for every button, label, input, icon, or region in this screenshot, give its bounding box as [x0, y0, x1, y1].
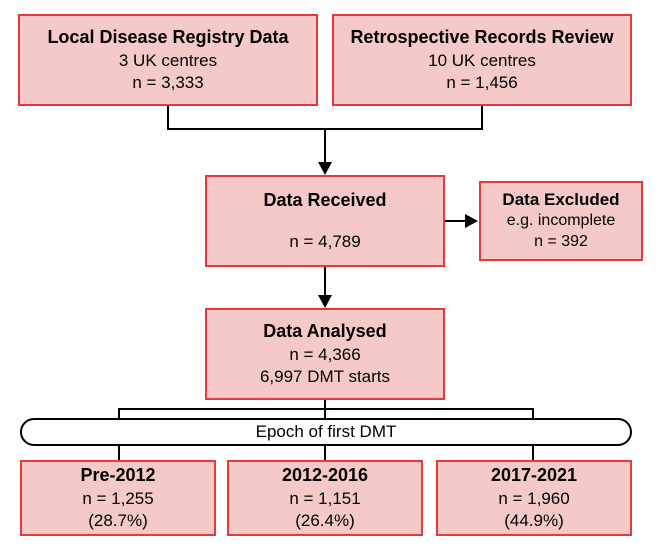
records-line1: 10 UK centres — [428, 50, 536, 72]
box-records: Retrospective Records Review 10 UK centr… — [332, 14, 632, 106]
box-registry: Local Disease Registry Data 3 UK centres… — [18, 14, 318, 106]
registry-line1: 3 UK centres — [119, 50, 217, 72]
excluded-line2: n = 392 — [534, 232, 588, 253]
box-2012-2016: 2012-2016 n = 1,151 (26.4%) — [227, 460, 423, 536]
box-pre2012: Pre-2012 n = 1,255 (28.7%) — [20, 460, 216, 536]
box-2017-2021: 2017-2021 n = 1,960 (44.9%) — [436, 460, 632, 536]
box-received: Data Received n = 4,789 — [205, 175, 445, 267]
conn-ep-left — [118, 446, 120, 460]
conn-registry-down — [167, 106, 169, 130]
arrow-into-excluded — [465, 214, 479, 228]
registry-line2: n = 3,333 — [132, 72, 203, 94]
pre2012-n: n = 1,255 — [82, 488, 153, 510]
excluded-line1: e.g. incomplete — [507, 211, 616, 232]
analysed-title: Data Analysed — [263, 320, 386, 343]
pre2012-pct: (28.7%) — [88, 510, 148, 532]
excluded-title: Data Excluded — [502, 189, 619, 211]
late-n: n = 1,960 — [498, 488, 569, 510]
arrow-into-analysed — [318, 295, 332, 309]
pre2012-title: Pre-2012 — [80, 464, 155, 487]
conn-fork-right — [532, 408, 534, 418]
epoch-label: Epoch of first DMT — [256, 421, 397, 443]
records-line2: n = 1,456 — [446, 72, 517, 94]
arrow-into-received — [318, 162, 332, 176]
box-excluded: Data Excluded e.g. incomplete n = 392 — [479, 181, 643, 261]
conn-recv-anal — [324, 267, 326, 297]
conn-merge-down — [324, 128, 326, 164]
conn-ep-right — [532, 446, 534, 460]
conn-fork-horiz — [118, 408, 534, 410]
mid-n: n = 1,151 — [289, 488, 360, 510]
analysed-line2: 6,997 DMT starts — [260, 366, 390, 388]
conn-records-down — [481, 106, 483, 130]
epoch-bar: Epoch of first DMT — [20, 418, 632, 446]
conn-recv-excl — [445, 220, 467, 222]
analysed-line1: n = 4,366 — [289, 344, 360, 366]
conn-ep-mid — [324, 446, 326, 460]
conn-fork-left — [118, 408, 120, 418]
records-title: Retrospective Records Review — [350, 26, 613, 49]
mid-pct: (26.4%) — [295, 510, 355, 532]
late-title: 2017-2021 — [491, 464, 577, 487]
received-title: Data Received — [263, 189, 386, 212]
mid-title: 2012-2016 — [282, 464, 368, 487]
late-pct: (44.9%) — [504, 510, 564, 532]
registry-title: Local Disease Registry Data — [47, 26, 288, 49]
box-analysed: Data Analysed n = 4,366 6,997 DMT starts — [205, 308, 445, 400]
received-n: n = 4,789 — [289, 231, 360, 253]
